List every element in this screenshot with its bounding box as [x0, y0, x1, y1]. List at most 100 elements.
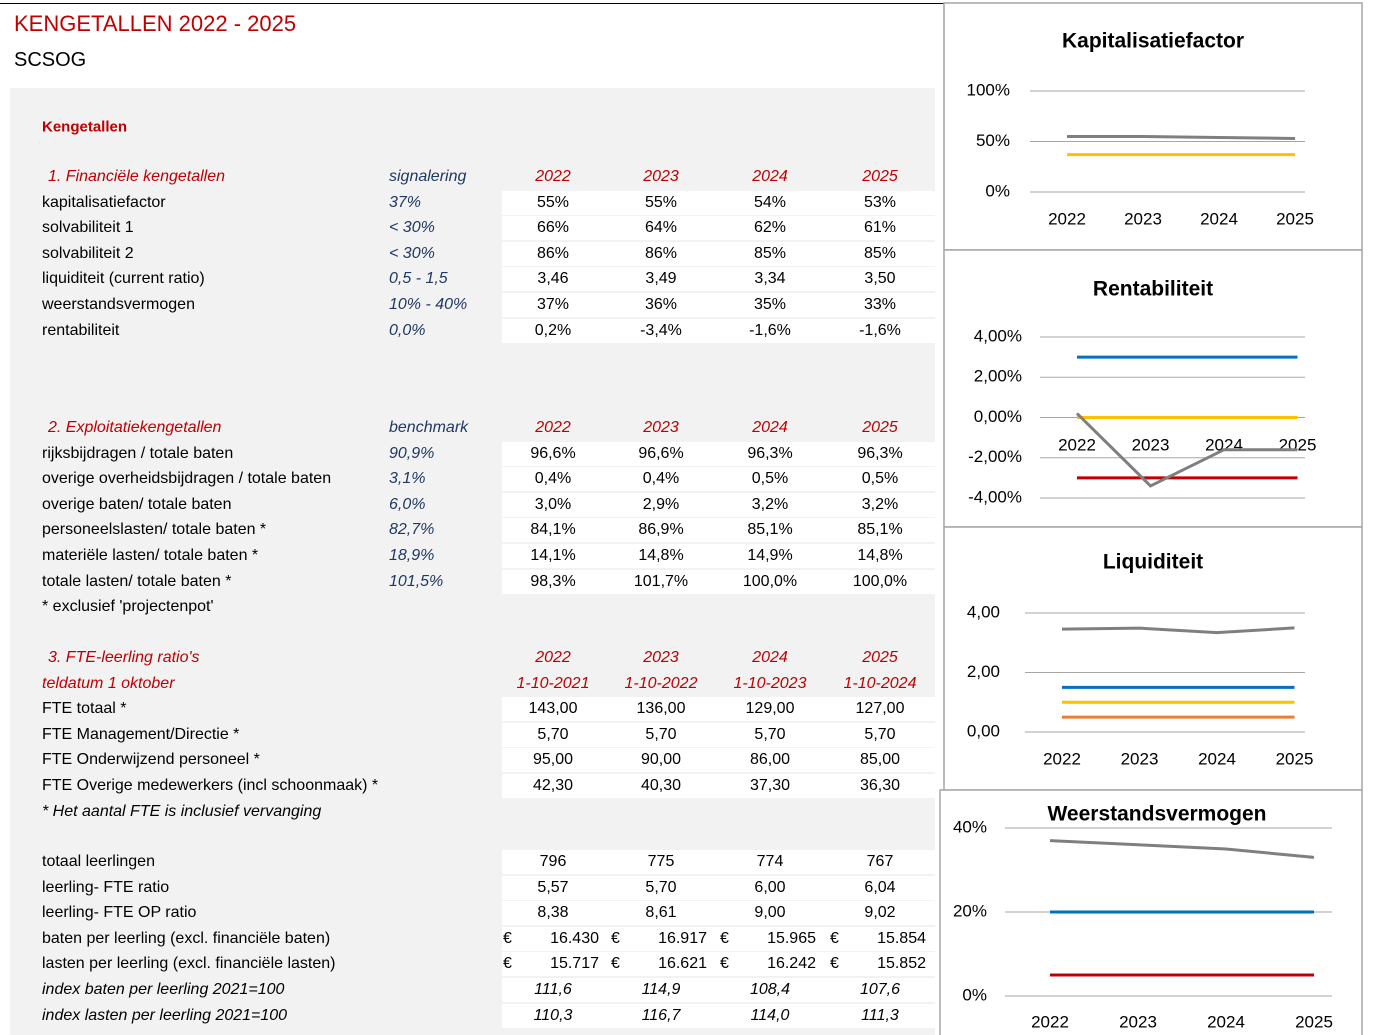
cell-value: 85,1% — [857, 521, 903, 539]
x-tick-label: 2022 — [1043, 749, 1081, 768]
row-background — [502, 774, 935, 798]
cell-value: 86% — [536, 244, 570, 262]
year-header: 2022 — [535, 419, 571, 436]
x-tick-label: 2022 — [1048, 209, 1086, 228]
currency-symbol: € — [503, 929, 512, 947]
row-label: liquiditeit (current ratio) — [42, 270, 205, 288]
column-label: benchmark — [389, 419, 469, 436]
row-background — [502, 216, 935, 241]
currency-symbol: € — [611, 929, 620, 947]
y-tick-label: 2,00% — [974, 367, 1022, 386]
year-header: 2023 — [643, 168, 679, 185]
year-header: 2025 — [862, 649, 898, 666]
series-line — [1049, 839, 1315, 859]
cell-value: 0,4% — [534, 470, 572, 488]
cell-value: 5,70 — [864, 725, 896, 743]
row-label: personeelslasten/ totale baten * — [42, 521, 267, 539]
signal-value: 90,9% — [389, 444, 435, 462]
year-header: 2022 — [535, 649, 571, 666]
cell-value: 111,6 — [534, 981, 572, 998]
x-tick-label: 2024 — [1200, 209, 1238, 228]
y-tick-label: 0,00% — [974, 407, 1022, 426]
section-heading: 1. Financiële kengetallen — [48, 168, 226, 185]
cell-value: 108,4 — [749, 981, 791, 998]
chart-title: Liquiditeit — [1103, 551, 1203, 574]
cell-value: 0,2% — [534, 321, 572, 339]
x-tick-label: 2023 — [1121, 749, 1159, 768]
currency-symbol: € — [830, 955, 839, 973]
x-tick-label: 2025 — [1276, 749, 1314, 768]
cell-value: 129,00 — [745, 700, 795, 718]
y-tick-label: 50% — [976, 131, 1010, 150]
y-tick-label: 2,00 — [967, 662, 1000, 681]
year-header: 2023 — [643, 649, 679, 666]
currency-symbol: € — [720, 955, 729, 973]
cell-value: 54% — [753, 193, 787, 211]
subtitle: SCSOG — [14, 49, 87, 71]
cell-value: 111,3 — [861, 1006, 899, 1024]
cell-value: 40,30 — [640, 777, 682, 794]
cell-value: 100,0% — [852, 572, 908, 590]
cell-value: 14,9% — [747, 547, 793, 564]
x-tick-label: 2024 — [1205, 435, 1243, 454]
cell-value: 0,5% — [751, 470, 789, 488]
section-heading: 3. FTE-leerling ratio's — [48, 649, 200, 666]
series-line — [1075, 412, 1298, 488]
row-label: index lasten per leerling 2021=100 — [42, 1006, 288, 1024]
cell-value: -1,6% — [749, 321, 791, 339]
signal-value: 10% - 40% — [389, 296, 468, 313]
y-tick-label: 20% — [953, 901, 987, 920]
year-header: 2023 — [643, 419, 679, 436]
row-background — [502, 293, 935, 317]
row-label: leerling- FTE OP ratio — [42, 904, 197, 922]
series-line — [1067, 134, 1296, 140]
year-header: 2024 — [752, 168, 788, 185]
section-heading: 2. Exploitatiekengetallen — [48, 419, 222, 436]
row-background — [502, 267, 935, 292]
cell-value: 143,00 — [528, 700, 578, 718]
row-background — [502, 492, 935, 517]
cell-value: 2,9% — [642, 495, 680, 513]
cell-value: 53% — [863, 193, 897, 211]
y-tick-label: 4,00 — [967, 602, 1000, 621]
cell-value: 14,1% — [530, 547, 576, 564]
date-header: 1-10-2021 — [516, 674, 590, 692]
currency-symbol: € — [503, 955, 512, 973]
cell-value: 37,30 — [749, 777, 791, 794]
row-background — [502, 850, 935, 874]
cell-value: 98,3% — [530, 572, 576, 590]
row-label: baten per leerling (excl. financiële bat… — [42, 929, 331, 947]
cell-value: 767 — [866, 853, 894, 870]
row-label: overige overheidsbijdragen / totale bate… — [42, 470, 332, 488]
cell-value: 85,00 — [859, 751, 901, 769]
x-tick-label: 2024 — [1198, 749, 1236, 768]
cell-value: 5,70 — [645, 878, 677, 896]
cell-value: 136,00 — [636, 700, 686, 718]
cell-value: 3,2% — [751, 495, 789, 513]
cell-value: 36% — [644, 296, 678, 313]
cell-value: 100,0% — [742, 572, 798, 590]
chart-panel — [943, 526, 1363, 791]
cell-value: 6,00 — [754, 878, 786, 896]
cell-value: 15.717 — [550, 955, 599, 973]
cell-value: 8,38 — [537, 904, 569, 922]
chart-panel — [943, 249, 1363, 528]
currency-symbol: € — [830, 929, 839, 947]
currency-symbol: € — [720, 929, 729, 947]
cell-value: -1,6% — [859, 321, 901, 339]
year-header: 2022 — [535, 168, 571, 185]
cell-value: 3,49 — [645, 270, 677, 288]
cell-value: 86,9% — [638, 521, 684, 539]
x-tick-label: 2025 — [1276, 209, 1314, 228]
cell-value: 15.854 — [877, 929, 926, 947]
row-label: totale lasten/ totale baten * — [42, 572, 232, 590]
row-background — [502, 875, 935, 900]
row-label: rijksbijdragen / totale baten — [42, 444, 234, 462]
cell-value: 15.852 — [877, 955, 926, 973]
cell-value: 62% — [753, 219, 787, 237]
cell-value: 114,0 — [750, 1006, 790, 1024]
cell-value: 9,00 — [754, 904, 786, 922]
row-label: rentabiliteit — [42, 321, 120, 339]
y-tick-label: -2,00% — [968, 447, 1022, 466]
title: KENGETALLEN 2022 - 2025 — [14, 11, 297, 36]
